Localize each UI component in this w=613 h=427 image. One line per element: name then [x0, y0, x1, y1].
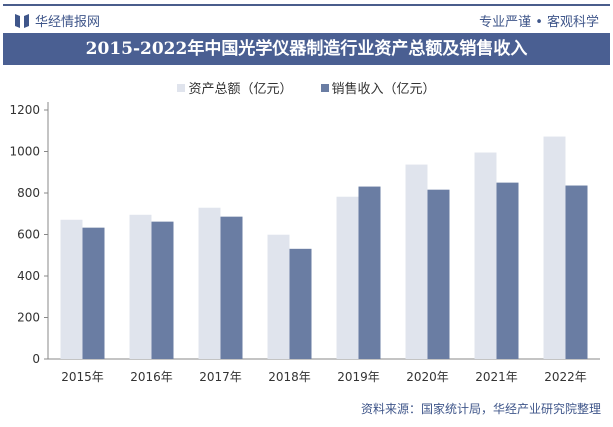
x-tick-label: 2015年: [61, 370, 104, 384]
brand-name: 华经情报网: [35, 15, 101, 30]
x-tick-label: 2017年: [199, 370, 242, 384]
bar-sales: [289, 248, 312, 359]
y-tick-label: 1200: [9, 103, 40, 117]
top-divider: [3, 4, 610, 6]
bar-sales: [496, 182, 519, 359]
legend-item-sales: 销售收入（亿元）: [320, 78, 436, 97]
bar-assets: [129, 214, 152, 359]
bar-sales: [82, 227, 105, 359]
source-note: 资料来源：国家统计局，华经产业研究院整理: [360, 402, 601, 416]
legend: 资产总额（亿元） 销售收入（亿元）: [0, 78, 613, 97]
bar-assets: [60, 219, 83, 359]
y-tick-label: 400: [17, 269, 40, 283]
bar-assets: [198, 207, 221, 359]
bar-sales: [427, 189, 450, 359]
y-tick-label: 0: [32, 352, 40, 366]
y-tick-label: 800: [17, 186, 40, 200]
x-tick-label: 2016年: [130, 370, 173, 384]
legend-label: 销售收入（亿元）: [331, 82, 436, 97]
bar-sales: [358, 186, 381, 359]
x-tick-label: 2019年: [337, 370, 380, 384]
x-tick-label: 2018年: [268, 370, 311, 384]
chart-title: 2015-2022年中国光学仪器制造行业资产总额及销售收入: [3, 33, 610, 65]
bar-assets: [405, 164, 428, 359]
bar-sales: [151, 221, 174, 359]
legend-label: 资产总额（亿元）: [188, 82, 293, 97]
y-tick-label: 1000: [9, 145, 40, 159]
legend-item-assets: 资产总额（亿元）: [177, 78, 293, 97]
legend-swatch: [320, 83, 329, 92]
y-tick-label: 600: [17, 228, 40, 242]
logo-icon: [15, 13, 29, 28]
bar-assets: [336, 196, 359, 359]
x-tick-label: 2022年: [544, 370, 587, 384]
bar-sales: [565, 185, 588, 359]
x-tick-label: 2021年: [475, 370, 518, 384]
bar-assets: [267, 234, 290, 359]
bar-assets: [474, 152, 497, 359]
bar-sales: [220, 216, 243, 359]
brand-logo: 华经情报网: [15, 11, 100, 30]
legend-swatch: [177, 83, 186, 92]
x-tick-label: 2020年: [406, 370, 449, 384]
y-tick-label: 200: [17, 311, 40, 325]
slogan: 专业严谨 • 客观科学: [479, 15, 599, 30]
bar-assets: [543, 136, 566, 359]
